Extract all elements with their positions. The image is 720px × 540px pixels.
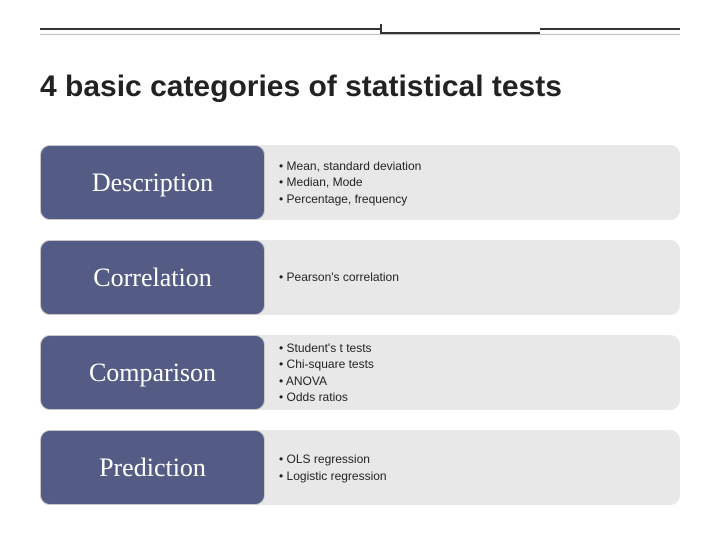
- list-item: Odds ratios: [279, 389, 666, 405]
- list-item: OLS regression: [279, 451, 666, 467]
- row-comparison: Comparison Student's t tests Chi-square …: [40, 335, 680, 410]
- header-rule: [40, 28, 680, 42]
- category-label: Prediction: [40, 430, 265, 505]
- list-item: Logistic regression: [279, 468, 666, 484]
- list-item: Mean, standard deviation: [279, 158, 666, 174]
- category-label: Description: [40, 145, 265, 220]
- category-items: Student's t tests Chi-square tests ANOVA…: [257, 335, 680, 410]
- list-item: Percentage, frequency: [279, 191, 666, 207]
- row-prediction: Prediction OLS regression Logistic regre…: [40, 430, 680, 505]
- row-correlation: Correlation Pearson's correlation: [40, 240, 680, 315]
- category-label: Correlation: [40, 240, 265, 315]
- list-item: Student's t tests: [279, 340, 666, 356]
- list-item: Median, Mode: [279, 174, 666, 190]
- category-items: OLS regression Logistic regression: [257, 430, 680, 505]
- category-rows: Description Mean, standard deviation Med…: [40, 145, 680, 525]
- page-title: 4 basic categories of statistical tests: [40, 70, 680, 104]
- list-item: ANOVA: [279, 373, 666, 389]
- category-label: Comparison: [40, 335, 265, 410]
- list-item: Pearson's correlation: [279, 269, 666, 285]
- category-items: Pearson's correlation: [257, 240, 680, 315]
- category-items: Mean, standard deviation Median, Mode Pe…: [257, 145, 680, 220]
- row-description: Description Mean, standard deviation Med…: [40, 145, 680, 220]
- list-item: Chi-square tests: [279, 356, 666, 372]
